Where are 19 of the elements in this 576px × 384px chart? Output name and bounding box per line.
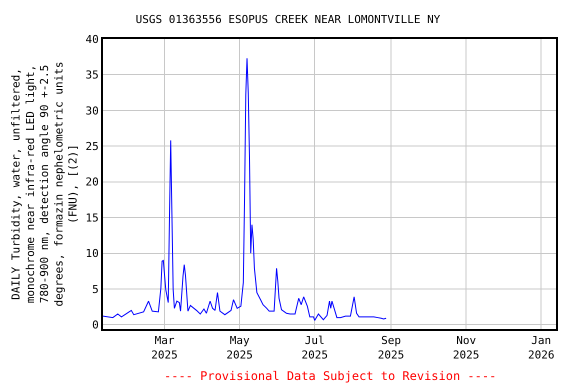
y-tick-label: 40	[86, 32, 99, 46]
y-tick-label: 20	[86, 176, 99, 189]
chart-title: USGS 01363556 ESOPUS CREEK NEAR LOMONTVILLE NY	[136, 13, 441, 26]
x-tick-label: Nov 2025	[452, 334, 480, 362]
y-tick-label: 5	[92, 282, 99, 296]
x-tick-label: May 2025	[226, 334, 253, 362]
y-tick-label: 0	[92, 318, 99, 332]
x-tick-label: Sep 2025	[378, 334, 404, 362]
x-tick-label: Jul 2025	[301, 334, 328, 362]
y-tick-label: 10	[86, 247, 99, 260]
y-axis-title: DAILY Turbidity, water, unfiltered, monochrome near infra-red LED light, 780-900 nm, detection angle 90 +-2.5 degrees, formazin nephelometric units (FNU), [(2)]	[10, 61, 80, 307]
y-tick-label: 35	[86, 68, 99, 82]
x-tick-label: Mar 2025	[151, 334, 178, 362]
y-tick-label: 30	[86, 104, 99, 118]
text: ---- Provisional Data Subject to Revision ----	[164, 369, 496, 383]
y-tick-label: 15	[86, 211, 99, 224]
line-series	[103, 58, 387, 321]
x-tick-label: Jan 2026	[528, 334, 554, 362]
y-tick-label: 25	[86, 140, 99, 153]
